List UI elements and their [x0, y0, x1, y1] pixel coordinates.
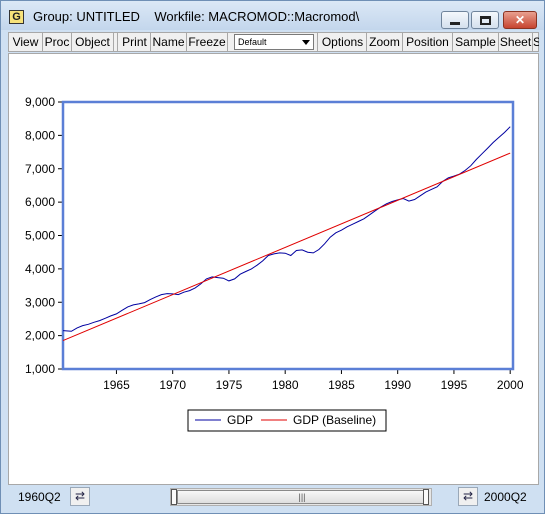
y-tick-label: 9,000	[25, 95, 55, 109]
y-tick-label: 5,000	[25, 229, 55, 243]
x-tick-label: 2000	[497, 378, 524, 392]
y-tick-label: 4,000	[25, 262, 55, 276]
toolbar-separator	[314, 33, 318, 51]
graph-view[interactable]: 1,000 2,000 3,000 4,000 5,000 6,000 7,000 8,000…	[8, 53, 539, 485]
name-button[interactable]: Name	[151, 33, 187, 51]
end-date-label: 2000Q2	[484, 490, 527, 504]
sample-button[interactable]: Sample	[453, 33, 499, 51]
window-title: Group: UNTITLED Workfile: MACROMOD::Macr…	[33, 9, 360, 24]
x-tick-label: 1965	[103, 378, 130, 392]
y-axis: 1,000 2,000 3,000 4,000 5,000 6,000 7,000 8,000…	[25, 95, 63, 376]
sample-scroll-thumb[interactable]: |||	[177, 490, 427, 504]
maximize-button[interactable]	[471, 11, 499, 29]
toolbar: View Proc Object Print Name Freeze Defau…	[8, 32, 539, 52]
stats-button[interactable]: S	[533, 35, 539, 49]
minimize-button[interactable]	[441, 11, 469, 29]
sample-scroll-bar: 1960Q2 ⇄ ||| ⇄ 2000Q2	[8, 486, 539, 508]
y-tick-label: 2,000	[25, 329, 55, 343]
x-tick-label: 1985	[328, 378, 355, 392]
minimize-icon	[450, 21, 460, 25]
y-tick-label: 6,000	[25, 195, 55, 209]
x-axis: 1965 1970 1975 1980 1985 1990 1995 2000	[103, 369, 524, 392]
maximize-icon	[479, 15, 491, 25]
y-tick-label: 7,000	[25, 162, 55, 176]
swap-arrows-icon: ⇄	[462, 489, 474, 503]
x-tick-label: 1995	[441, 378, 468, 392]
end-date-arrows-button[interactable]: ⇄	[458, 487, 478, 506]
close-icon: ✕	[514, 13, 526, 27]
legend-label-gdp: GDP	[227, 413, 253, 427]
position-button[interactable]: Position	[403, 33, 453, 51]
close-button[interactable]: ✕	[503, 11, 537, 29]
start-date-label: 1960Q2	[18, 490, 61, 504]
y-tick-label: 8,000	[25, 128, 55, 142]
x-tick-label: 1975	[216, 378, 243, 392]
start-date-arrows-button[interactable]: ⇄	[70, 487, 90, 506]
swap-arrows-icon: ⇄	[74, 489, 86, 503]
sample-scroll-track[interactable]: |||	[170, 488, 432, 506]
scroll-start-handle[interactable]	[171, 489, 177, 505]
chevron-down-icon	[302, 40, 310, 45]
x-tick-label: 1970	[159, 378, 186, 392]
freeze-button[interactable]: Freeze	[187, 33, 228, 51]
x-tick-label: 1990	[384, 378, 411, 392]
dropdown-value: Default	[238, 37, 267, 47]
y-tick-label: 1,000	[25, 362, 55, 376]
legend[interactable]: GDP GDP (Baseline)	[187, 409, 387, 432]
graph-template-dropdown[interactable]: Default	[234, 34, 314, 50]
scroll-end-handle[interactable]	[423, 489, 429, 505]
series-line-gdp[interactable]	[62, 126, 511, 332]
title-bar[interactable]: G Group: UNTITLED Workfile: MACROMOD::Ma…	[1, 1, 544, 30]
toolbar-separator	[114, 33, 118, 51]
x-tick-label: 1980	[272, 378, 299, 392]
thumb-grip: |||	[298, 492, 306, 502]
object-button[interactable]: Object	[72, 33, 114, 51]
options-button[interactable]: Options	[319, 33, 367, 51]
legend-label-gdp-baseline: GDP (Baseline)	[293, 413, 376, 427]
proc-button[interactable]: Proc	[43, 33, 72, 51]
print-button[interactable]: Print	[119, 33, 151, 51]
series-layer	[62, 126, 511, 342]
plot-area[interactable]	[61, 100, 515, 371]
group-app-icon[interactable]: G	[9, 10, 24, 24]
series-line-gdp-baseline[interactable]	[62, 152, 511, 342]
sheet-button[interactable]: Sheet	[499, 33, 533, 51]
y-tick-label: 3,000	[25, 295, 55, 309]
zoom-button[interactable]: Zoom	[367, 33, 403, 51]
line-chart[interactable]: 1,000 2,000 3,000 4,000 5,000 6,000 7,000 8,000…	[9, 54, 538, 484]
view-button[interactable]: View	[9, 33, 43, 51]
